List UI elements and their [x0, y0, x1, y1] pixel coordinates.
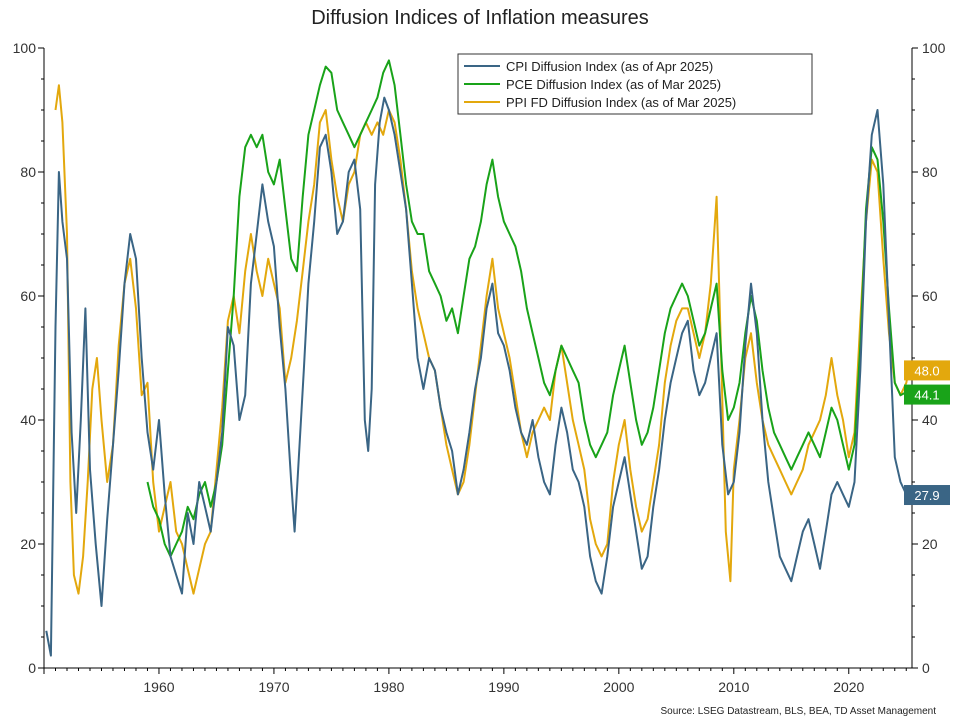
chart-axes [43, 48, 913, 669]
y-tick-label-left: 20 [20, 536, 36, 552]
cpi-end-label: 27.9 [904, 485, 950, 506]
x-tick-label: 1960 [143, 679, 174, 695]
x-tick-label: 1970 [258, 679, 289, 695]
legend-label-ppi: PPI FD Diffusion Index (as of Mar 2025) [506, 95, 736, 110]
source-note: Source: LSEG Datastream, BLS, BEA, TD As… [661, 706, 937, 717]
y-tick-label-left: 60 [20, 288, 36, 304]
pce-end-label-bg [904, 384, 950, 405]
cpi-end-label-bg [904, 485, 950, 506]
x-tick-label: 2010 [718, 679, 749, 695]
x-tick-label: 1980 [373, 679, 404, 695]
x-tick-labels: 1960 1970 1980 1990 2000 2010 2020 [143, 679, 864, 695]
y-tick-label-right: 80 [922, 164, 938, 180]
legend: CPI Diffusion Index (as of Apr 2025) PCE… [457, 53, 813, 115]
y-tick-labels: 0 20 40 60 80 100 0 20 40 60 80 100 [13, 40, 946, 676]
y-tick-label-right: 40 [922, 412, 938, 428]
pce-series-line [146, 59, 910, 558]
chart-title: Diffusion Indices of Inflation measures [311, 7, 649, 29]
minor-ticks [38, 47, 918, 674]
y-tick-label-left: 80 [20, 164, 36, 180]
y-tick-label-right: 20 [922, 536, 938, 552]
ppi-end-label-text: 48.0 [914, 363, 939, 378]
x-tick-label: 1990 [488, 679, 519, 695]
ppi-end-label-bg [904, 360, 950, 381]
legend-label-pce: PCE Diffusion Index (as of Mar 2025) [506, 77, 721, 92]
legend-box [457, 53, 813, 115]
legend-label-cpi: CPI Diffusion Index (as of Apr 2025) [506, 59, 713, 74]
ppi-end-label: 48.0 [904, 360, 950, 381]
end-value-labels: 27.9 44.1 48.0 [904, 360, 950, 506]
y-tick-label-right: 0 [922, 660, 930, 676]
y-tick-label-left: 0 [28, 660, 36, 676]
y-tick-label-right: 100 [922, 40, 946, 56]
x-tick-label: 2000 [603, 679, 634, 695]
pce-end-label: 44.1 [904, 384, 950, 405]
cpi-end-label-text: 27.9 [914, 488, 939, 503]
series-lines [45, 59, 910, 657]
y-tick-label-right: 60 [922, 288, 938, 304]
cpi-series-line [45, 96, 910, 657]
y-tick-label-left: 100 [13, 40, 37, 56]
pce-end-label-text: 44.1 [914, 388, 939, 403]
x-tick-label: 2020 [833, 679, 864, 695]
y-tick-label-left: 40 [20, 412, 36, 428]
